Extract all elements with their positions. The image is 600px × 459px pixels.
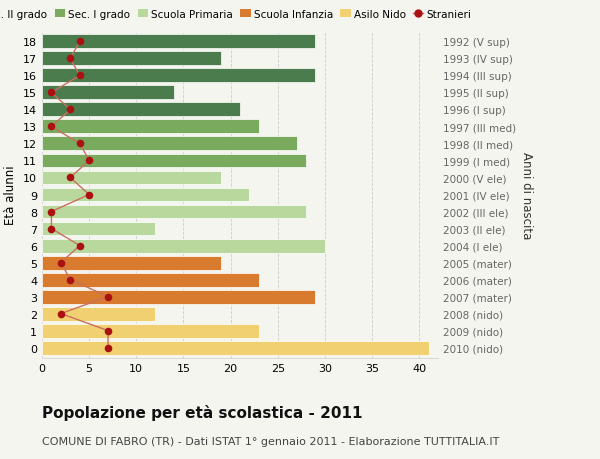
Point bbox=[56, 259, 65, 267]
Point bbox=[103, 293, 113, 301]
Point bbox=[47, 90, 56, 97]
Point bbox=[65, 56, 75, 63]
Point bbox=[65, 174, 75, 182]
Bar bbox=[42, 239, 325, 253]
Text: COMUNE DI FABRO (TR) - Dati ISTAT 1° gennaio 2011 - Elaborazione TUTTITALIA.IT: COMUNE DI FABRO (TR) - Dati ISTAT 1° gen… bbox=[42, 436, 499, 446]
Point bbox=[47, 123, 56, 131]
Point bbox=[85, 191, 94, 199]
Legend: Sec. II grado, Sec. I grado, Scuola Primaria, Scuola Infanzia, Asilo Nido, Stran: Sec. II grado, Sec. I grado, Scuola Prim… bbox=[0, 6, 476, 24]
Point bbox=[56, 310, 65, 318]
Bar bbox=[42, 137, 296, 151]
Y-axis label: Anni di nascita: Anni di nascita bbox=[520, 151, 533, 239]
Bar bbox=[42, 69, 316, 83]
Point bbox=[75, 242, 85, 250]
Bar bbox=[42, 35, 316, 49]
Point bbox=[103, 327, 113, 335]
Bar bbox=[42, 222, 155, 236]
Point bbox=[65, 276, 75, 284]
Bar bbox=[42, 324, 259, 338]
Bar bbox=[42, 290, 316, 304]
Bar bbox=[42, 103, 240, 117]
Bar bbox=[42, 188, 250, 202]
Bar bbox=[42, 307, 155, 321]
Bar bbox=[42, 273, 259, 287]
Bar bbox=[42, 341, 428, 355]
Point bbox=[85, 157, 94, 165]
Point bbox=[65, 106, 75, 114]
Point bbox=[75, 39, 85, 46]
Bar bbox=[42, 154, 306, 168]
Bar bbox=[42, 86, 174, 100]
Bar bbox=[42, 171, 221, 185]
Point bbox=[103, 344, 113, 352]
Point bbox=[75, 73, 85, 80]
Bar bbox=[42, 205, 306, 219]
Point bbox=[47, 208, 56, 216]
Bar bbox=[42, 256, 221, 270]
Y-axis label: Età alunni: Età alunni bbox=[4, 165, 17, 225]
Text: Popolazione per età scolastica - 2011: Popolazione per età scolastica - 2011 bbox=[42, 404, 362, 420]
Point bbox=[47, 225, 56, 233]
Bar bbox=[42, 120, 259, 134]
Bar bbox=[42, 52, 221, 66]
Point bbox=[75, 140, 85, 148]
